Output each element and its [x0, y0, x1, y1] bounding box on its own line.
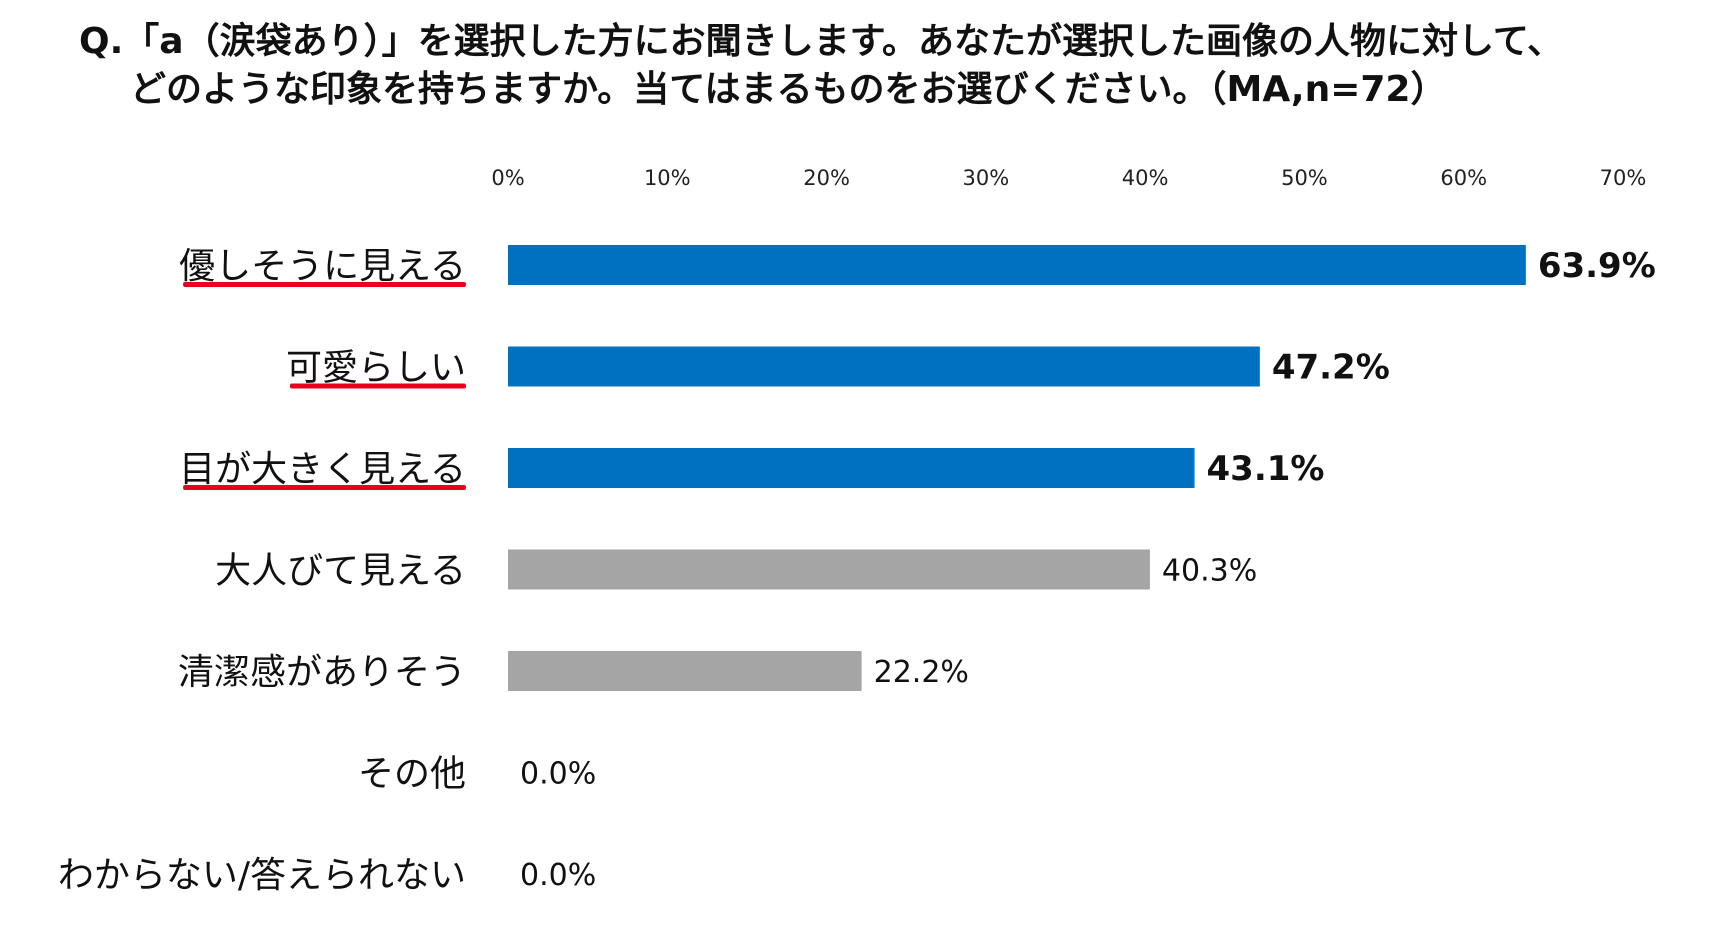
- category-label: 可愛らしい: [286, 348, 466, 389]
- value-label: 63.9%: [1538, 246, 1656, 286]
- value-label: 43.1%: [1207, 449, 1325, 489]
- value-label: 0.0%: [520, 858, 596, 893]
- bar-series: 優しそうに見える 63.9% 可愛らしい 47.2% 目が大きく見える 43.1% 大人びて…: [58, 245, 1656, 896]
- category-label: 目が大きく見える: [179, 449, 466, 490]
- x-tick-label: 0%: [491, 166, 524, 190]
- value-label: 40.3%: [1162, 554, 1257, 589]
- x-tick-label: 20%: [803, 166, 850, 190]
- bar-row: 大人びて見える 40.3%: [215, 549, 1257, 592]
- category-label: 優しそうに見える: [179, 246, 466, 287]
- bar-row: 優しそうに見える 63.9%: [179, 245, 1656, 287]
- bar-row: 目が大きく見える 43.1%: [179, 448, 1324, 490]
- x-axis-ticks: 0% 10% 20% 30% 40% 50% 60% 70%: [491, 166, 1646, 190]
- x-tick-label: 10%: [644, 166, 691, 190]
- bar-row: 清潔感がありそう 22.2%: [178, 651, 969, 693]
- bar: [508, 346, 1260, 387]
- x-tick-label: 50%: [1281, 166, 1328, 190]
- category-label: 清潔感がありそう: [178, 652, 466, 693]
- x-tick-label: 70%: [1600, 166, 1647, 190]
- category-underline: [289, 383, 466, 389]
- bar: [508, 651, 862, 691]
- bar-row: わからない/答えられない 0.0%: [58, 855, 596, 896]
- chart-title-line-2: どのような印象を持ちますか。当てはまるものをお選びください。（MA,n=72）: [130, 69, 1447, 110]
- bar: [508, 448, 1195, 488]
- category-label: 大人びて見える: [215, 551, 466, 592]
- category-label: その他: [358, 754, 466, 795]
- bar-row: 可愛らしい 47.2%: [286, 346, 1390, 389]
- bar: [508, 245, 1526, 285]
- chart-title-line-1: Q.「a（涙袋あり）」を選択した方にお聞きします。あなたが選択した画像の人物に対…: [79, 21, 1564, 62]
- bar-row: その他 0.0%: [358, 754, 596, 795]
- category-underline: [183, 282, 466, 287]
- bar: [508, 549, 1150, 590]
- category-label: わからない/答えられない: [58, 855, 466, 896]
- x-tick-label: 60%: [1440, 166, 1487, 190]
- value-label: 47.2%: [1272, 348, 1390, 388]
- x-tick-label: 30%: [963, 166, 1010, 190]
- value-label: 22.2%: [874, 655, 969, 690]
- category-underline: [183, 485, 466, 490]
- x-tick-label: 40%: [1122, 166, 1169, 190]
- value-label: 0.0%: [520, 757, 596, 792]
